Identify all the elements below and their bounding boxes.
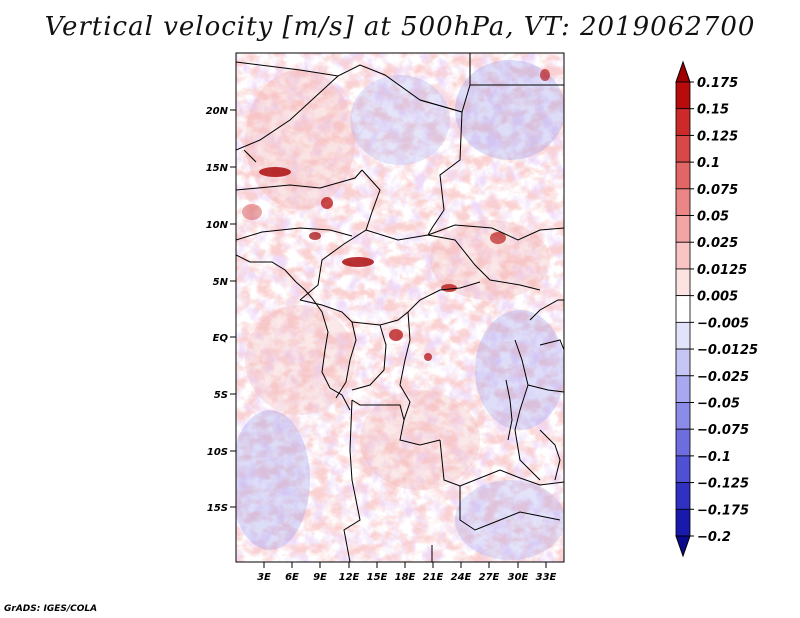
- lon-tick-label: 27E: [479, 572, 500, 583]
- lat-tick-label: 5N: [213, 277, 229, 288]
- colorbar-label: 0.005: [697, 290, 738, 305]
- lon-tick-label: 12E: [339, 572, 360, 583]
- country-borders: [236, 53, 564, 562]
- lat-tick-label: 5S: [214, 390, 228, 401]
- colorbar-segment: [675, 428, 691, 457]
- colorbar-label: −0.075: [697, 423, 749, 438]
- colorbar-segment: [675, 482, 691, 510]
- colorbar-segment: [675, 161, 691, 190]
- colorbar-label: −0.125: [697, 477, 749, 492]
- lat-axis: 20N 15N 10N 5N EQ 5S 10S 15S: [206, 106, 236, 514]
- colorbar-segment: [675, 321, 691, 350]
- lat-tick-label: 10S: [207, 447, 228, 458]
- lon-tick-label: 24E: [451, 572, 472, 583]
- lat-tick-label: 15S: [207, 503, 228, 514]
- colorbar-label: −0.1: [697, 450, 731, 465]
- colorbar-label: 0.15: [697, 103, 729, 118]
- colorbar-segment: [675, 348, 691, 377]
- lat-tick-label: 15N: [206, 163, 229, 174]
- map-frame: [235, 52, 565, 563]
- lon-tick-label: 21E: [423, 572, 444, 583]
- lon-tick-label: 15E: [367, 572, 388, 583]
- lon-axis: 3E 6E 9E 12E 15E 18E 21E 24E 27E 30E 33E: [257, 562, 557, 583]
- vertical-velocity-field: [236, 53, 564, 562]
- lat-tick-label: EQ: [213, 333, 229, 344]
- lon-tick-label: 18E: [395, 572, 416, 583]
- colorbar-segment: [675, 295, 691, 323]
- colorbar-label: 0.125: [697, 129, 738, 144]
- colorbar-segment: [675, 455, 691, 483]
- colorbar-segment: [675, 135, 691, 163]
- colorbar-label: 0.0125: [697, 263, 747, 278]
- colorbar-label: 0.075: [697, 183, 738, 198]
- credit-text: GrADS: IGES/COLA: [4, 604, 98, 614]
- lon-tick-label: 9E: [313, 572, 327, 583]
- colorbar-top-arrow: [675, 60, 691, 83]
- lon-tick-label: 6E: [285, 572, 299, 583]
- colorbar: 0.175 0.15 0.125 0.1 0.075 0.05 0.025 0.0125 0.0…: [675, 60, 758, 558]
- colorbar-segment: [675, 188, 691, 216]
- colorbar-segment: [675, 508, 691, 537]
- colorbar-label: −0.005: [697, 316, 749, 331]
- colorbar-label: −0.0125: [697, 343, 758, 358]
- lat-tick-label: 20N: [206, 106, 229, 117]
- colorbar-segment: [675, 81, 691, 110]
- colorbar-segment: [675, 268, 691, 297]
- colorbar-segment: [675, 402, 691, 430]
- colorbar-bottom-arrow: [675, 535, 691, 558]
- colorbar-segment: [675, 108, 691, 136]
- colorbar-label: −0.025: [697, 370, 749, 385]
- colorbar-label: −0.05: [697, 396, 740, 411]
- colorbar-label: 0.175: [697, 76, 738, 91]
- lon-tick-label: 3E: [257, 572, 271, 583]
- colorbar-label: −0.175: [697, 503, 749, 518]
- colorbar-segment: [675, 241, 691, 270]
- lat-tick-label: 10N: [206, 220, 229, 231]
- lon-tick-label: 33E: [536, 572, 557, 583]
- colorbar-label: 0.05: [697, 210, 729, 225]
- map-title: Vertical velocity [m/s] at 500hPa, VT: 2…: [44, 12, 756, 42]
- lon-tick-label: 30E: [508, 572, 529, 583]
- colorbar-label: 0.1: [697, 156, 720, 171]
- colorbar-segment: [675, 215, 691, 243]
- colorbar-label: −0.2: [697, 530, 731, 545]
- colorbar-label: 0.025: [697, 236, 738, 251]
- colorbar-segment: [675, 375, 691, 403]
